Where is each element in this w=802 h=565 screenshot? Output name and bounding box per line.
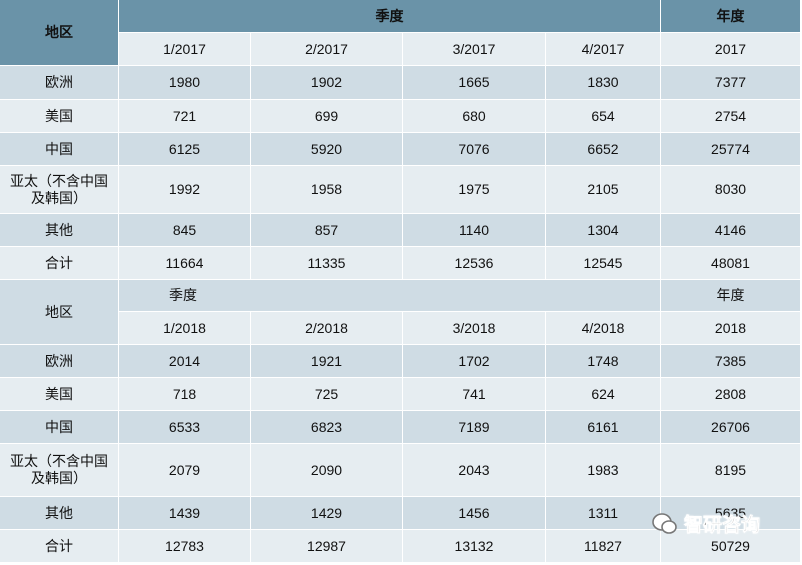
table-cell: 624 [546, 378, 661, 411]
table-cell: 6161 [546, 411, 661, 444]
table-cell: 48081 [661, 247, 801, 280]
table-cell: 1456 [403, 497, 546, 530]
table-cell: 5635 [661, 497, 801, 530]
table-cell: 26706 [661, 411, 801, 444]
column-header: 2/2018 [251, 312, 403, 345]
table-cell: 12783 [119, 530, 251, 563]
table-cell: 1992 [119, 166, 251, 214]
table-cell: 857 [251, 214, 403, 247]
table-cell: 7189 [403, 411, 546, 444]
table-cell: 7385 [661, 345, 801, 378]
column-header: 2/2017 [251, 33, 403, 66]
table-cell: 2105 [546, 166, 661, 214]
table-cell: 2808 [661, 378, 801, 411]
watermark-icon [652, 512, 677, 534]
table-cell: 1429 [251, 497, 403, 530]
header-cell: 年度 [661, 280, 801, 312]
header-cell: 地区 [0, 0, 119, 66]
table-cell: 6533 [119, 411, 251, 444]
table-cell: 6823 [251, 411, 403, 444]
table-cell: 12536 [403, 247, 546, 280]
table-cell: 718 [119, 378, 251, 411]
row-label: 其他 [0, 214, 119, 247]
column-header: 2018 [661, 312, 801, 345]
row-label: 合计 [0, 247, 119, 280]
table-cell: 741 [403, 378, 546, 411]
table-cell: 1311 [546, 497, 661, 530]
table-cell: 725 [251, 378, 403, 411]
table-cell: 680 [403, 100, 546, 133]
column-header: 4/2017 [546, 33, 661, 66]
table-cell: 4146 [661, 214, 801, 247]
table-cell: 11664 [119, 247, 251, 280]
row-label: 欧洲 [0, 345, 119, 378]
column-header: 1/2018 [119, 312, 251, 345]
table-cell: 7076 [403, 133, 546, 166]
column-header: 1/2017 [119, 33, 251, 66]
table-cell: 1665 [403, 66, 546, 100]
row-label: 合计 [0, 530, 119, 563]
table-cell: 1748 [546, 345, 661, 378]
table-cell: 1702 [403, 345, 546, 378]
table-cell: 7377 [661, 66, 801, 100]
table-cell: 2754 [661, 100, 801, 133]
table-cell: 6652 [546, 133, 661, 166]
column-header: 3/2018 [403, 312, 546, 345]
table-cell: 721 [119, 100, 251, 133]
table-cell: 2014 [119, 345, 251, 378]
table-cell: 699 [251, 100, 403, 133]
row-label: 其他 [0, 497, 119, 530]
table-cell: 25774 [661, 133, 801, 166]
table-cell: 1439 [119, 497, 251, 530]
table-cell: 13132 [403, 530, 546, 563]
watermark-text: 智研咨询 [684, 515, 761, 537]
table-cell: 8030 [661, 166, 801, 214]
table-cell: 1921 [251, 345, 403, 378]
row-label: 中国 [0, 411, 119, 444]
table-cell: 2090 [251, 444, 403, 497]
row-label: 欧洲 [0, 66, 119, 100]
column-header: 2017 [661, 33, 801, 66]
table-cell: 6125 [119, 133, 251, 166]
table-cell: 11335 [251, 247, 403, 280]
table-cell: 845 [119, 214, 251, 247]
header-cell: 季度 [119, 280, 661, 312]
header-cell: 年度 [661, 0, 801, 33]
row-label: 美国 [0, 378, 119, 411]
table-cell: 2043 [403, 444, 546, 497]
table-cell: 1140 [403, 214, 546, 247]
table-cell: 1830 [546, 66, 661, 100]
table-cell: 1304 [546, 214, 661, 247]
watermark: 智研咨询 [652, 510, 760, 537]
table-cell: 1902 [251, 66, 403, 100]
row-label: 中国 [0, 133, 119, 166]
table-cell: 654 [546, 100, 661, 133]
table-cell: 11827 [546, 530, 661, 563]
row-label: 亚太（不含中国及韩国） [0, 166, 119, 214]
table-cell: 1975 [403, 166, 546, 214]
table-cell: 12545 [546, 247, 661, 280]
table-cell: 1958 [251, 166, 403, 214]
row-label: 亚太（不含中国及韩国） [0, 444, 119, 497]
table-cell: 2079 [119, 444, 251, 497]
table-cell: 1983 [546, 444, 661, 497]
column-header: 4/2018 [546, 312, 661, 345]
column-header: 3/2017 [403, 33, 546, 66]
row-label: 美国 [0, 100, 119, 133]
header-cell: 地区 [0, 280, 119, 345]
table-cell: 8195 [661, 444, 801, 497]
table-cell: 5920 [251, 133, 403, 166]
header-cell: 季度 [119, 0, 661, 33]
table-cell: 12987 [251, 530, 403, 563]
table-cell: 1980 [119, 66, 251, 100]
table-cell: 50729 [661, 530, 801, 563]
